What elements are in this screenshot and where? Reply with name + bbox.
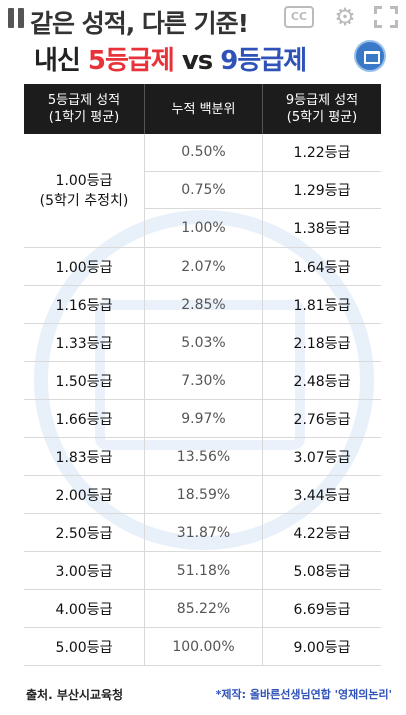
percentile-cell: 7.30% [145,362,263,399]
grade5-cell: 1.83등급 [24,438,145,475]
percentile-cell: 100.00% [145,628,263,665]
grade-comparison-table: 5등급제 성적 (1학기 평균) 누적 백분위 9등급제 성적 (5학기 평균) 1… [24,84,381,666]
video-overlay-bar: 같은 성적, 다른 기준! CC ⚙ [0,0,406,40]
table-row: 1.66등급 9.97% 2.76등급 [24,400,381,438]
grade5-cell: 2.00등급 [24,476,145,513]
grade9-cell: 2.76등급 [293,411,351,428]
title-part-1: 내신 [34,46,88,76]
table-row: 2.50등급 31.87% 4.22등급 [24,514,381,552]
table-row: 5.00등급 100.00% 9.00등급 [24,628,381,666]
grade5-cell: 4.00등급 [24,590,145,627]
percentile-cell: 1.00% [145,209,263,247]
grade5-cell: 3.00등급 [24,552,145,589]
title-5-grade: 5등급제 [87,46,175,76]
grade5-cell: 1.66등급 [24,400,145,437]
grade5-cell: 1.00등급 [24,248,145,285]
page-title: 내신 5등급제 vs 9등급제 [34,40,307,76]
group-grade5-note: (5학기 추정치) [39,192,129,209]
header-percentile: 누적 백분위 [145,84,263,134]
closed-captions-icon[interactable]: CC [284,6,314,28]
percentile-cell: 85.22% [145,590,263,627]
grade9-cell: 1.38등급 [293,221,351,238]
fullscreen-icon[interactable] [374,6,398,28]
grade9-cell: 1.22등급 [293,145,351,162]
table-row: 1.50등급 7.30% 2.48등급 [24,362,381,400]
table-row: 0.75% 1.29등급 [145,171,381,210]
percentile-cell: 2.85% [145,286,263,323]
grade9-cell: 3.44등급 [293,487,351,504]
percentile-cell: 31.87% [145,514,263,551]
table-rows: 1.00등급 2.07% 1.64등급 1.16등급 2.85% 1.81등급 1.33등급… [24,248,381,666]
grade5-cell: 1.16등급 [24,286,145,323]
percentile-cell: 2.07% [145,248,263,285]
grade9-cell: 9.00등급 [293,639,351,656]
grade9-cell: 1.64등급 [293,259,351,276]
table-row: 0.50% 1.22등급 [145,134,381,172]
grade9-cell: 4.22등급 [293,525,351,542]
table-header: 5등급제 성적 (1학기 평균) 누적 백분위 9등급제 성적 (5학기 평균) [24,84,381,134]
grade9-cell: 1.29등급 [293,183,351,199]
percentile-cell: 18.59% [145,476,263,513]
title-vs: vs [173,46,221,76]
grade5-cell: 1.33등급 [24,324,145,361]
group-grade5-value: 1.00등급 [55,172,113,189]
table-row: 1.16등급 2.85% 1.81등급 [24,286,381,324]
group-sub-rows: 0.50% 1.22등급 0.75% 1.29등급 1.00% 1.38등급 [145,134,381,247]
table-row: 1.00% 1.38등급 [145,209,381,247]
footer: 출처. 부산시교육청 *제작: 올바른선생님연합 '영재의논리' [0,680,406,715]
credit-text: *제작: 올바른선생님연합 '영재의논리' [215,688,392,701]
grade9-cell: 3.07등급 [293,449,351,466]
table-row: 1.00등급 2.07% 1.64등급 [24,248,381,286]
percentile-cell: 9.97% [145,400,263,437]
table-body: 1.00등급 (5학기 추정치) 0.50% 1.22등급 0.75% 1.29등급 1… [24,134,381,666]
grade9-cell: 2.18등급 [293,335,351,352]
percentile-cell: 13.56% [145,438,263,475]
table-row: 1.83등급 13.56% 3.07등급 [24,438,381,476]
grade9-cell: 6.69등급 [293,601,351,618]
percentile-cell: 0.75% [145,171,263,209]
title-9-grade: 9등급제 [220,46,307,76]
source-text: 출처. 부산시교육청 [26,688,124,702]
gear-icon[interactable]: ⚙ [334,3,356,31]
grade5-cell: 2.50등급 [24,514,145,551]
percentile-cell: 0.50% [145,134,263,171]
grade9-cell: 2.48등급 [293,373,351,390]
pause-icon[interactable] [6,6,28,30]
table-row: 1.33등급 5.03% 2.18등급 [24,324,381,362]
grade9-cell: 5.08등급 [293,563,351,580]
table-row-group: 1.00등급 (5학기 추정치) 0.50% 1.22등급 0.75% 1.29등급 1… [24,134,381,248]
percentile-cell: 5.03% [145,324,263,361]
table-row: 4.00등급 85.22% 6.69등급 [24,590,381,628]
grade5-cell: 5.00등급 [24,628,145,665]
percentile-cell: 51.18% [145,552,263,589]
header-5-grade: 5등급제 성적 (1학기 평균) [24,84,145,134]
header-9-grade: 9등급제 성적 (5학기 평균) [285,93,359,125]
grade5-cell: 1.50등급 [24,362,145,399]
table-row: 3.00등급 51.18% 5.08등급 [24,552,381,590]
association-logo-icon [354,40,386,72]
overlay-title: 같은 성적, 다른 기준! [30,9,249,38]
table-row: 2.00등급 18.59% 3.44등급 [24,476,381,514]
grade9-cell: 1.81등급 [293,297,351,314]
group-grade5-cell: 1.00등급 (5학기 추정치) [24,134,145,247]
